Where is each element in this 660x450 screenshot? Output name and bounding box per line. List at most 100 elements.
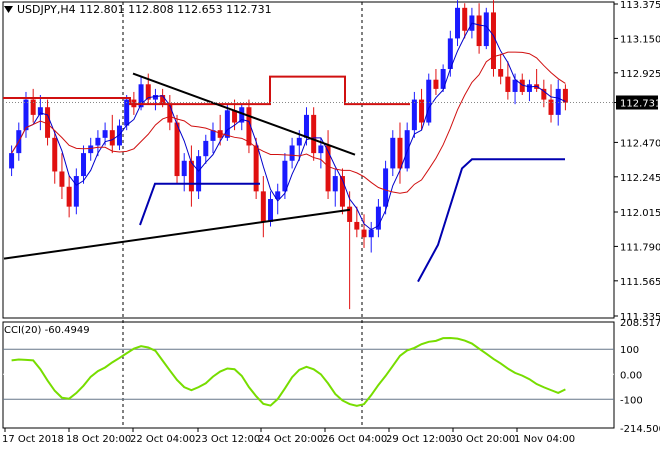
- time-tick-label: 24 Oct 20:00: [258, 434, 323, 445]
- candle-body: [217, 130, 223, 138]
- candle-body: [81, 153, 87, 177]
- ma-fast-line: [11, 22, 566, 231]
- candle-body: [188, 160, 194, 192]
- price-axis: 113.375 113.150 112.925 112.731 112.470 112.2…: [614, 0, 660, 323]
- cci-tick-label: 0.00: [620, 370, 642, 381]
- candle-body: [52, 137, 58, 172]
- candle-body: [203, 140, 209, 157]
- candle-body: [303, 114, 309, 138]
- candle-body: [246, 107, 252, 146]
- cci-tick-label: -214.5004: [620, 424, 660, 435]
- candle-body: [548, 99, 554, 115]
- symbol-label: USDJPY,H4: [17, 3, 76, 16]
- ohlc-low: 112.653: [177, 3, 223, 16]
- price-tick-label: 111.335: [620, 312, 660, 323]
- candle-body: [404, 130, 410, 169]
- candle-body: [66, 186, 72, 207]
- candle-body: [490, 12, 496, 69]
- candle-body: [282, 160, 288, 192]
- candle-body: [210, 130, 216, 141]
- current-price-badge: [616, 95, 658, 110]
- candle-body: [397, 137, 403, 169]
- candle-body: [95, 137, 101, 146]
- candle-body: [476, 15, 482, 47]
- candle-body: [447, 38, 453, 69]
- price-tick-label: 113.375: [620, 0, 660, 11]
- candle-body: [562, 88, 568, 103]
- candle-body: [375, 206, 381, 230]
- candle-body: [73, 176, 79, 207]
- candle-body: [368, 229, 374, 238]
- ma-slow-line: [11, 51, 566, 194]
- candle-body: [45, 107, 51, 138]
- candle-body: [88, 145, 94, 154]
- candle-body: [116, 125, 122, 146]
- candle-body: [30, 99, 36, 115]
- candle-body: [196, 156, 202, 192]
- price-tick-label: 112.015: [620, 208, 660, 219]
- candle-body: [124, 99, 130, 126]
- candle-body: [260, 191, 266, 222]
- price-tick-label: 112.925: [620, 69, 660, 80]
- candle-body: [383, 168, 389, 207]
- price-pane-frame: [2, 1, 615, 319]
- candle-body: [181, 160, 187, 177]
- time-tick-label: 18 Oct 20:00: [66, 434, 131, 445]
- candle-body: [311, 114, 317, 154]
- candle-body: [455, 7, 461, 39]
- candle-body: [167, 104, 173, 123]
- candle-body: [505, 76, 511, 92]
- level-blue-step-2: [417, 158, 565, 283]
- candle-body: [462, 7, 468, 31]
- time-tick-label: 22 Oct 04:00: [130, 434, 195, 445]
- candle-body: [109, 130, 115, 146]
- candle-body: [347, 206, 353, 222]
- candle-body: [419, 99, 425, 123]
- time-tick-label: 30 Oct 20:00: [450, 434, 515, 445]
- candle-body: [59, 171, 65, 187]
- candle-body: [9, 153, 15, 169]
- price-tick-label: 112.245: [620, 173, 660, 184]
- candle-body: [275, 191, 281, 199]
- time-tick-label: 23 Oct 12:00: [195, 434, 260, 445]
- candle-body: [390, 137, 396, 169]
- price-tick-label: 112.731: [620, 98, 660, 109]
- candle-body: [426, 79, 432, 123]
- candle-body: [483, 12, 489, 47]
- candle-body: [138, 84, 144, 108]
- candle-body: [160, 95, 166, 105]
- candle-body: [296, 137, 302, 146]
- level-blue-step-1: [139, 182, 260, 226]
- candle-body: [152, 95, 158, 100]
- ohlc-open: 112.801: [79, 3, 125, 16]
- cci-tick-label: 100: [620, 345, 639, 356]
- candle-body: [253, 145, 259, 192]
- candle-body: [318, 145, 324, 154]
- candle-body: [512, 79, 518, 92]
- time-tick-label: 26 Oct 04:00: [322, 434, 387, 445]
- price-tick-label: 112.470: [620, 138, 660, 149]
- chart-header: USDJPY,H4 112.801 112.808 112.653 112.73…: [4, 3, 272, 16]
- candle-body: [102, 130, 108, 138]
- ohlc-close: 112.731: [226, 3, 272, 16]
- level-red-step: [3, 75, 410, 106]
- cci-pane-frame: [2, 321, 615, 429]
- price-tick-label: 111.565: [620, 277, 660, 288]
- time-tick-label: 1 Nov 04:00: [514, 434, 575, 445]
- candle-body: [498, 69, 504, 77]
- candle-body: [224, 110, 230, 138]
- candle-body: [411, 99, 417, 131]
- candle-body: [325, 145, 331, 192]
- cci-tick-label: -100: [620, 395, 643, 406]
- candle-body: [174, 122, 180, 177]
- candle-body: [232, 110, 238, 123]
- trendline-descending: [132, 72, 356, 156]
- triangle-down-icon[interactable]: [4, 3, 13, 16]
- candle-body: [433, 79, 439, 89]
- cci-indicator-label: CCI(20) -60.4949: [4, 325, 90, 336]
- cci-line: [11, 337, 566, 407]
